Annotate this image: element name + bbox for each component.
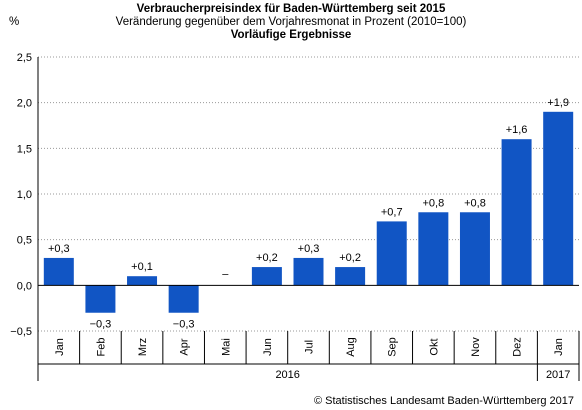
- data-label: +0,8: [464, 197, 486, 209]
- data-label: +0,7: [381, 206, 403, 218]
- data-label: +0,2: [339, 252, 361, 264]
- x-tick-label: Mai: [220, 338, 232, 356]
- x-tick-label: Jan: [553, 338, 565, 356]
- data-label: +0,8: [422, 197, 444, 209]
- y-tick-label: 0,5: [17, 235, 32, 247]
- data-label: −0,3: [90, 319, 112, 331]
- x-tick-label: Apr: [179, 338, 191, 355]
- y-tick-label: 1,0: [17, 189, 32, 201]
- y-tick-label: 2,5: [17, 52, 32, 64]
- source-note: © Statistisches Landesamt Baden-Württemb…: [313, 395, 574, 407]
- data-label: −0,3: [173, 319, 195, 331]
- bar: [376, 221, 407, 286]
- x-tick-label: Sep: [387, 337, 399, 357]
- bar: [43, 257, 74, 286]
- y-tick-label: 1,5: [17, 143, 32, 155]
- bar: [293, 257, 324, 286]
- chart-title: Verbraucherpreisindex für Baden-Württemb…: [136, 3, 446, 15]
- x-tick-label: Okt: [428, 338, 440, 355]
- bar: [418, 212, 449, 286]
- x-tick-label: Jul: [304, 340, 316, 354]
- bar: [85, 285, 116, 313]
- data-label: +0,3: [298, 243, 320, 255]
- data-label: +1,6: [506, 124, 528, 136]
- x-tick-label: Dez: [512, 337, 524, 357]
- x-tick-label: Feb: [95, 338, 107, 357]
- data-label: +1,9: [547, 97, 569, 109]
- data-label: +0,2: [256, 252, 278, 264]
- x-tick-label: Jun: [262, 338, 274, 356]
- y-tick-label: −0,5: [10, 326, 32, 338]
- bar: [543, 111, 574, 286]
- data-label: –: [222, 268, 229, 280]
- year-group-label: 2016: [275, 369, 299, 381]
- x-tick-label: Mrz: [137, 338, 149, 356]
- y-tick-label: 0,0: [17, 280, 32, 292]
- chart-subtitle: Veränderung gegenüber dem Vorjahresmonat…: [115, 16, 467, 28]
- x-tick-label: Aug: [345, 337, 357, 357]
- bar: [251, 267, 282, 286]
- y-tick-label: 2,0: [17, 98, 32, 110]
- bar: [501, 139, 532, 286]
- bar: [127, 276, 158, 286]
- year-group-label: 2017: [546, 369, 570, 381]
- bar: [335, 267, 366, 286]
- bar: [459, 212, 490, 286]
- bar: [168, 285, 199, 313]
- data-label: +0,3: [48, 243, 70, 255]
- data-label: +0,1: [131, 261, 153, 273]
- x-tick-label: Jan: [54, 338, 66, 356]
- x-tick-label: Nov: [470, 337, 482, 357]
- chart-title-block: Verbraucherpreisindex für Baden-Württemb…: [0, 3, 582, 42]
- chart-note: Vorläufige Ergebnisse: [230, 29, 352, 41]
- y-axis-unit: %: [9, 16, 20, 28]
